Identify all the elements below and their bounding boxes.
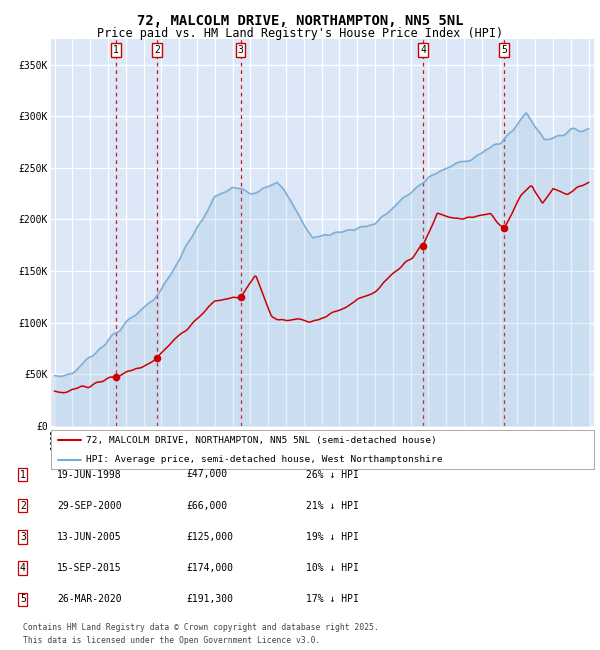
Text: 29-SEP-2000: 29-SEP-2000 xyxy=(57,500,122,511)
Text: £191,300: £191,300 xyxy=(186,594,233,604)
Text: 4: 4 xyxy=(421,45,426,55)
Text: 10% ↓ HPI: 10% ↓ HPI xyxy=(306,563,359,573)
Text: 21% ↓ HPI: 21% ↓ HPI xyxy=(306,500,359,511)
Text: 3: 3 xyxy=(238,45,244,55)
Text: 15-SEP-2015: 15-SEP-2015 xyxy=(57,563,122,573)
Text: 1: 1 xyxy=(20,469,26,480)
Text: £174,000: £174,000 xyxy=(186,563,233,573)
Text: 2: 2 xyxy=(20,500,26,511)
Text: 4: 4 xyxy=(20,563,26,573)
Text: 26-MAR-2020: 26-MAR-2020 xyxy=(57,594,122,604)
Text: 1: 1 xyxy=(113,45,119,55)
Text: 72, MALCOLM DRIVE, NORTHAMPTON, NN5 5NL (semi-detached house): 72, MALCOLM DRIVE, NORTHAMPTON, NN5 5NL … xyxy=(86,436,437,445)
Text: £125,000: £125,000 xyxy=(186,532,233,542)
Text: 2: 2 xyxy=(154,45,160,55)
Text: £66,000: £66,000 xyxy=(186,500,227,511)
Text: 5: 5 xyxy=(501,45,507,55)
Text: 13-JUN-2005: 13-JUN-2005 xyxy=(57,532,122,542)
Text: 72, MALCOLM DRIVE, NORTHAMPTON, NN5 5NL: 72, MALCOLM DRIVE, NORTHAMPTON, NN5 5NL xyxy=(137,14,463,29)
Text: 26% ↓ HPI: 26% ↓ HPI xyxy=(306,469,359,480)
Text: 5: 5 xyxy=(20,594,26,604)
Text: 19% ↓ HPI: 19% ↓ HPI xyxy=(306,532,359,542)
Text: 17% ↓ HPI: 17% ↓ HPI xyxy=(306,594,359,604)
Text: HPI: Average price, semi-detached house, West Northamptonshire: HPI: Average price, semi-detached house,… xyxy=(86,455,443,464)
Text: 19-JUN-1998: 19-JUN-1998 xyxy=(57,469,122,480)
Text: 3: 3 xyxy=(20,532,26,542)
Text: Contains HM Land Registry data © Crown copyright and database right 2025.
This d: Contains HM Land Registry data © Crown c… xyxy=(23,623,379,645)
Text: Price paid vs. HM Land Registry's House Price Index (HPI): Price paid vs. HM Land Registry's House … xyxy=(97,27,503,40)
Text: £47,000: £47,000 xyxy=(186,469,227,480)
